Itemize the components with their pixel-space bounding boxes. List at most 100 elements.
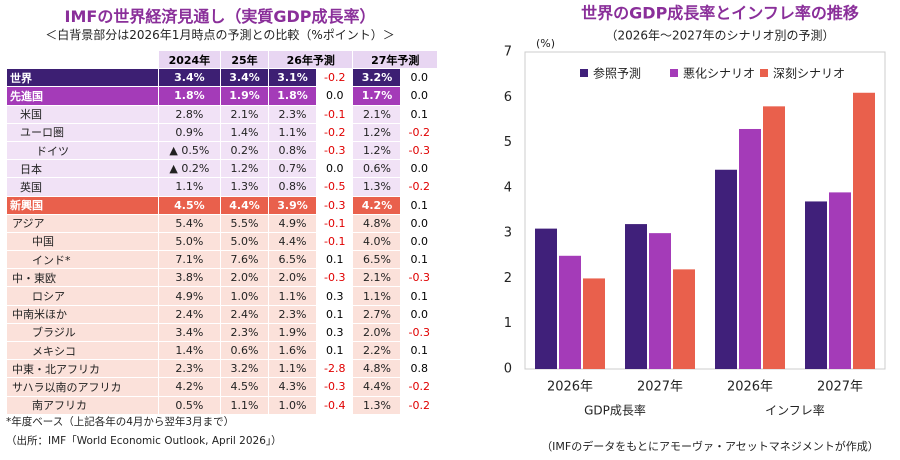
diff-cell: -0.2 [400,395,438,415]
row-label: アジア [6,213,159,233]
legend-label: 深刻シナリオ [773,67,845,81]
row-label: 中南米ほか [6,304,159,324]
table-row: 南アフリカ 0.5% 1.1% 1.0% -0.4 1.3% -0.2 [6,395,438,415]
y-tick-label: 5 [504,135,512,150]
diff-cell: 0.0 [400,304,438,324]
diff-cell: -0.3 [316,268,354,288]
y-unit: (%) [536,37,555,50]
diff-cell: -0.3 [316,140,354,161]
table-row: 中東・北アフリカ 2.3% 3.2% 1.1% -2.8 4.8% 0.8 [6,359,438,379]
value-cell: 4.4% [268,231,318,252]
table-row: アジア 5.4% 5.5% 4.9% -0.1 4.8% 0.0 [6,213,438,233]
value-cell: 3.4% [219,68,270,88]
value-cell: 6.5% [352,250,402,270]
bar [559,255,581,369]
row-label: ロシア [6,286,159,306]
diff-cell: -0.3 [400,322,438,343]
footnote: *年度ベース（上記各年の4月から翌年3月まで） [6,416,235,428]
table-row: 先進国 1.8% 1.9% 1.8% 0.0 1.7% 0.0 [6,86,438,106]
value-cell: 2.8% [157,104,222,124]
value-cell: 1.6% [268,340,318,361]
y-tick-label: 3 [504,226,512,241]
diff-cell: 0.1 [316,250,354,270]
diff-cell: 0.0 [400,213,438,233]
table-row: サハラ以南のアフリカ 4.2% 4.5% 4.3% -0.3 4.4% -0.2 [6,377,438,397]
value-cell: 2.1% [352,268,402,288]
diff-cell: 0.3 [316,286,354,306]
value-cell: 2.2% [352,340,402,361]
y-tick-label: 4 [504,180,512,195]
diff-cell: 0.1 [400,286,438,306]
diff-cell: 0.0 [400,86,438,106]
diff-cell: 0.1 [316,340,354,361]
row-label: 先進国 [6,86,159,106]
legend-swatch [580,69,588,77]
group-label: インフレ率 [765,403,825,418]
table-row: ブラジル 3.4% 2.3% 1.9% 0.3 2.0% -0.3 [6,322,438,343]
table-row: 中南米ほか 2.4% 2.4% 2.3% 0.1 2.7% 0.0 [6,304,438,324]
value-cell: 2.4% [219,304,270,324]
value-cell: 1.4% [219,122,270,142]
y-tick-label: 1 [504,316,512,331]
value-cell: 0.9% [157,122,222,142]
value-cell: 5.0% [219,231,270,252]
value-cell: 1.1% [268,286,318,306]
value-cell: 1.9% [268,322,318,343]
table-row: 日本 ▲ 0.2% 1.2% 0.7% 0.0 0.6% 0.0 [6,159,438,179]
value-cell: 2.3% [157,359,222,379]
value-cell: 1.8% [157,86,222,106]
bar [853,92,875,369]
x-tick-label: 2026年 [547,380,593,395]
diff-cell: -0.2 [400,122,438,142]
col-header: 26年予測 [268,49,354,70]
bar [715,169,737,369]
row-label: 中・東欧 [6,268,159,288]
y-tick-label: 0 [504,362,512,377]
plot-frame [524,51,886,370]
value-cell: 2.3% [219,322,270,343]
value-cell: 3.2% [352,68,402,88]
bar [805,201,827,369]
value-cell: 4.3% [268,377,318,397]
diff-cell: 0.0 [400,68,438,88]
value-cell: 0.6% [352,159,402,179]
table-row: ロシア 4.9% 1.0% 1.1% 0.3 1.1% 0.1 [6,286,438,306]
diff-cell: 0.1 [316,304,354,324]
value-cell: 4.8% [352,359,402,379]
value-cell: 1.1% [219,395,270,415]
bar [829,192,851,369]
value-cell: 1.1% [352,286,402,306]
diff-cell: -0.2 [400,377,438,397]
table-row: 英国 1.1% 1.3% 0.8% -0.5 1.3% -0.2 [6,177,438,197]
value-cell: 5.0% [157,231,222,252]
value-cell: 0.8% [268,140,318,161]
diff-cell: 0.1 [400,195,438,215]
value-cell: 1.7% [352,86,402,106]
value-cell: 6.5% [268,250,318,270]
table-row: 中・東欧 3.8% 2.0% 2.0% -0.3 2.1% -0.3 [6,268,438,288]
value-cell: 5.4% [157,213,222,233]
diff-cell: 0.3 [316,322,354,343]
legend-swatch [760,69,768,77]
diff-cell: -0.3 [316,377,354,397]
table-row: 世界 3.4% 3.4% 3.1% -0.2 3.2% 0.0 [6,68,438,88]
x-tick-label: 2027年 [817,380,863,395]
value-cell: 2.0% [352,322,402,343]
diff-cell: -0.1 [316,104,354,124]
diff-cell: 0.0 [316,86,354,106]
diff-cell: -0.2 [316,68,354,88]
value-cell: 4.2% [352,195,402,215]
value-cell: 2.0% [268,268,318,288]
diff-cell: 0.0 [316,159,354,179]
col-header: 2024年 [157,49,222,70]
value-cell: 1.1% [268,359,318,379]
x-tick-label: 2027年 [637,380,683,395]
bar [625,224,647,369]
corner [6,49,159,70]
value-cell: 1.3% [352,395,402,415]
value-cell: 2.3% [268,104,318,124]
table-row: メキシコ 1.4% 0.6% 1.6% 0.1 2.2% 0.1 [6,340,438,361]
y-tick-label: 6 [504,90,512,105]
